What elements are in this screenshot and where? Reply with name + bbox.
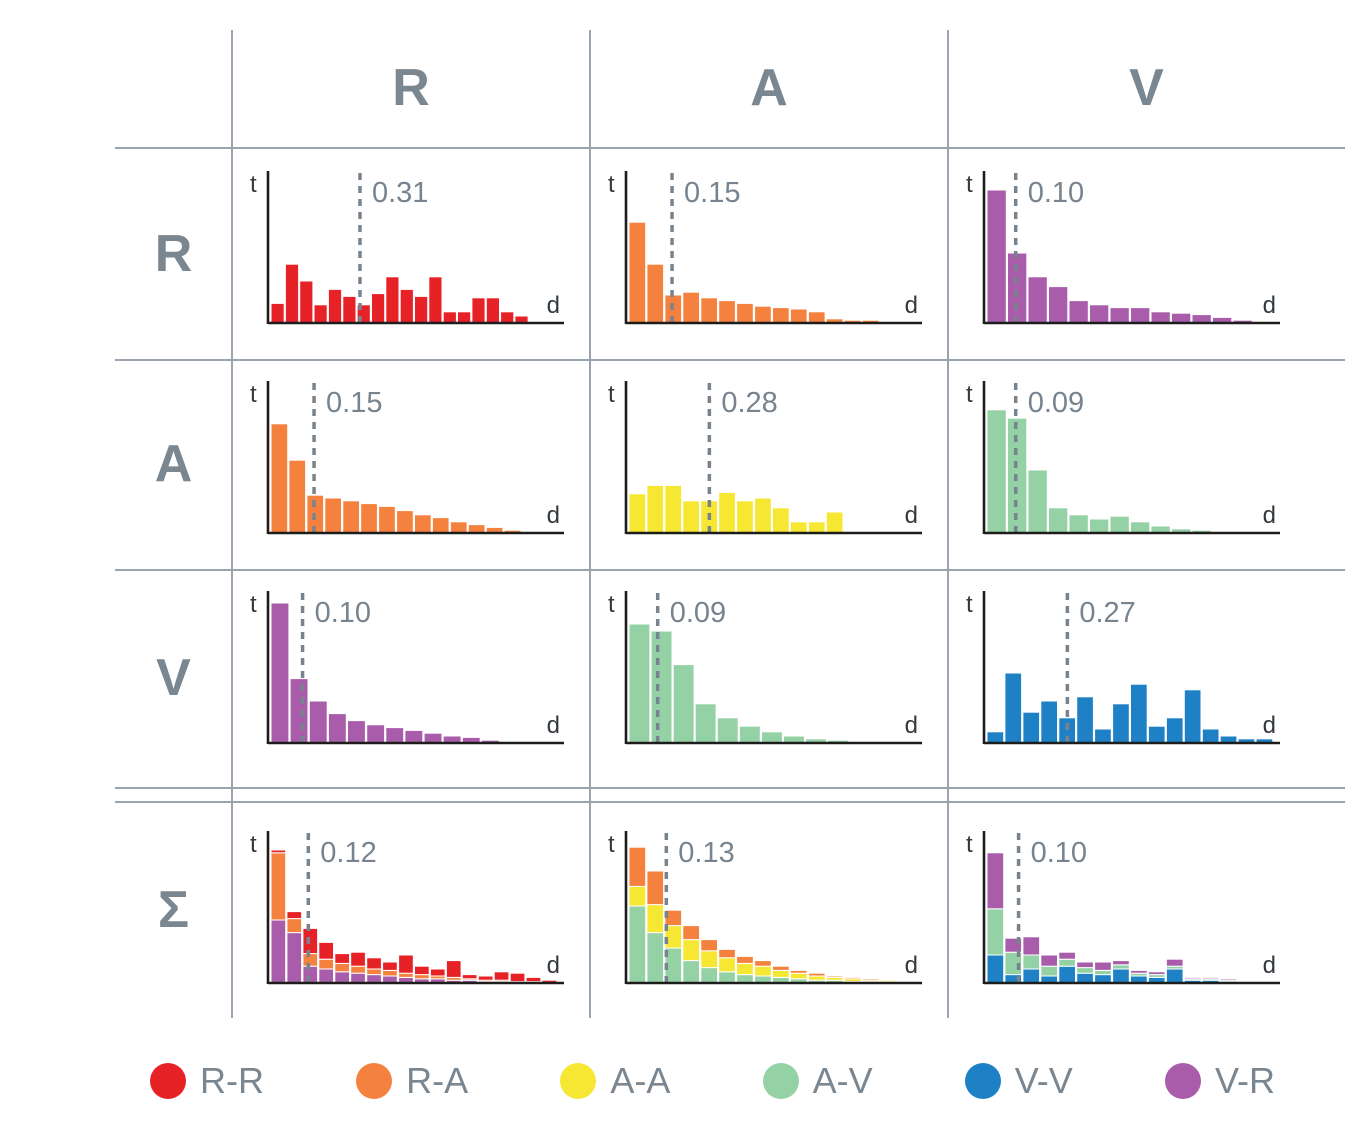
svg-text:t: t bbox=[250, 381, 257, 408]
svg-text:t: t bbox=[608, 381, 615, 408]
legend-label-VR: V-R bbox=[1214, 1060, 1275, 1101]
legend-item-RA: R-A bbox=[356, 1060, 468, 1102]
svg-text:t: t bbox=[966, 381, 973, 408]
histogram-cell-sumV: t d 0.10 bbox=[962, 825, 1282, 1003]
grid-line-vertical-1 bbox=[231, 30, 233, 1018]
svg-text:t: t bbox=[966, 171, 973, 198]
histogram-cell-AR: t d 0.15 bbox=[246, 375, 566, 553]
grid-line-horizontal-1 bbox=[115, 147, 1345, 149]
column-header-V: V bbox=[1129, 59, 1164, 117]
histogram-RV-chart: t d 0.10 bbox=[966, 171, 1280, 325]
svg-text:t: t bbox=[608, 831, 615, 858]
legend-label-AV: A-V bbox=[812, 1060, 873, 1101]
histogram-AR-chart: t d 0.15 bbox=[250, 381, 564, 535]
histogram-cell-VA: t d 0.09 bbox=[604, 585, 924, 763]
legend: R-R R-A A-A A-V V-V V-R bbox=[150, 1060, 1275, 1102]
histogram-cell-RV: t d 0.10 bbox=[962, 165, 1282, 343]
grid-line-horizontal-3 bbox=[115, 569, 1345, 571]
svg-text:d: d bbox=[547, 502, 560, 529]
legend-swatch-VR-icon bbox=[1164, 1063, 1201, 1099]
legend-item-AA: A-A bbox=[560, 1060, 670, 1102]
svg-text:d: d bbox=[547, 292, 560, 319]
svg-text:d: d bbox=[547, 712, 560, 739]
grid-line-horizontal-2 bbox=[115, 359, 1345, 361]
svg-text:0.10: 0.10 bbox=[1031, 837, 1087, 869]
svg-text:0.15: 0.15 bbox=[326, 387, 382, 419]
svg-text:t: t bbox=[608, 591, 615, 618]
legend-item-AV: A-V bbox=[762, 1060, 873, 1102]
svg-text:d: d bbox=[1263, 502, 1276, 529]
histogram-cell-AA: t d 0.28 bbox=[604, 375, 924, 553]
histogram-sumR-chart: t d 0.12 bbox=[250, 831, 564, 985]
histogram-sumA-chart: t d 0.13 bbox=[608, 831, 922, 985]
legend-swatch-RA-icon bbox=[356, 1063, 393, 1099]
legend-swatch-AA-icon bbox=[560, 1063, 597, 1099]
svg-text:t: t bbox=[608, 171, 615, 198]
histogram-VA-chart: t d 0.09 bbox=[608, 591, 922, 745]
svg-text:d: d bbox=[1263, 292, 1276, 319]
row-header-sum: Σ bbox=[157, 880, 190, 939]
column-header-R: R bbox=[392, 59, 430, 117]
row-header-V: V bbox=[156, 649, 191, 707]
svg-text:d: d bbox=[905, 952, 918, 979]
grid-line-vertical-3 bbox=[947, 30, 949, 1018]
svg-text:0.09: 0.09 bbox=[670, 597, 726, 629]
svg-text:0.28: 0.28 bbox=[721, 387, 777, 419]
histogram-VR-chart: t d 0.10 bbox=[250, 591, 564, 745]
svg-text:d: d bbox=[905, 292, 918, 319]
histogram-RR-chart: t d 0.31 bbox=[250, 171, 564, 325]
legend-swatch-RR-icon bbox=[150, 1063, 186, 1099]
row-header-R: R bbox=[154, 224, 193, 283]
svg-text:d: d bbox=[547, 952, 560, 979]
svg-text:0.13: 0.13 bbox=[678, 837, 734, 869]
svg-text:0.15: 0.15 bbox=[684, 177, 740, 209]
legend-item-RR: R-R bbox=[150, 1060, 264, 1102]
svg-text:t: t bbox=[966, 591, 973, 618]
histogram-cell-sumR: t d 0.12 bbox=[246, 825, 566, 1003]
legend-swatch-VV-icon bbox=[964, 1063, 1001, 1099]
histogram-AV-chart: t d 0.09 bbox=[966, 381, 1280, 535]
svg-text:0.12: 0.12 bbox=[320, 837, 376, 869]
histogram-cell-RR: t d 0.31 bbox=[246, 165, 566, 343]
histogram-cell-VV: t d 0.27 bbox=[962, 585, 1282, 763]
legend-item-VR: V-R bbox=[1164, 1060, 1275, 1102]
svg-text:t: t bbox=[250, 591, 257, 618]
histogram-cell-VR: t d 0.10 bbox=[246, 585, 566, 763]
svg-text:d: d bbox=[1263, 952, 1276, 979]
svg-text:0.27: 0.27 bbox=[1079, 597, 1135, 629]
grid-line-horizontal-4 bbox=[115, 787, 1345, 789]
svg-text:t: t bbox=[250, 831, 257, 858]
svg-text:0.10: 0.10 bbox=[1028, 177, 1084, 209]
svg-text:d: d bbox=[1263, 712, 1276, 739]
legend-item-VV: V-V bbox=[964, 1060, 1073, 1102]
svg-text:d: d bbox=[905, 712, 918, 739]
legend-swatch-AV-icon bbox=[762, 1063, 799, 1099]
svg-text:0.10: 0.10 bbox=[315, 597, 371, 629]
legend-label-RR: R-R bbox=[200, 1060, 264, 1101]
svg-text:d: d bbox=[905, 502, 918, 529]
svg-text:t: t bbox=[966, 831, 973, 858]
histogram-cell-RA: t d 0.15 bbox=[604, 165, 924, 343]
histogram-VV-chart: t d 0.27 bbox=[966, 591, 1280, 745]
histogram-RA-chart: t d 0.15 bbox=[608, 171, 922, 325]
svg-text:t: t bbox=[250, 171, 257, 198]
histogram-AA-chart: t d 0.28 bbox=[608, 381, 922, 535]
histogram-sumV-chart: t d 0.10 bbox=[966, 831, 1280, 985]
grid-line-vertical-2 bbox=[589, 30, 591, 1018]
grid-line-horizontal-5 bbox=[115, 801, 1345, 803]
legend-label-AA: A-A bbox=[610, 1060, 671, 1101]
svg-text:0.09: 0.09 bbox=[1028, 387, 1084, 419]
column-header-A: A bbox=[750, 59, 788, 117]
legend-label-VV: V-V bbox=[1014, 1060, 1073, 1101]
svg-text:0.31: 0.31 bbox=[372, 177, 428, 209]
legend-label-RA: R-A bbox=[406, 1060, 469, 1101]
histogram-cell-AV: t d 0.09 bbox=[962, 375, 1282, 553]
row-header-A: A bbox=[154, 435, 193, 493]
histogram-cell-sumA: t d 0.13 bbox=[604, 825, 924, 1003]
